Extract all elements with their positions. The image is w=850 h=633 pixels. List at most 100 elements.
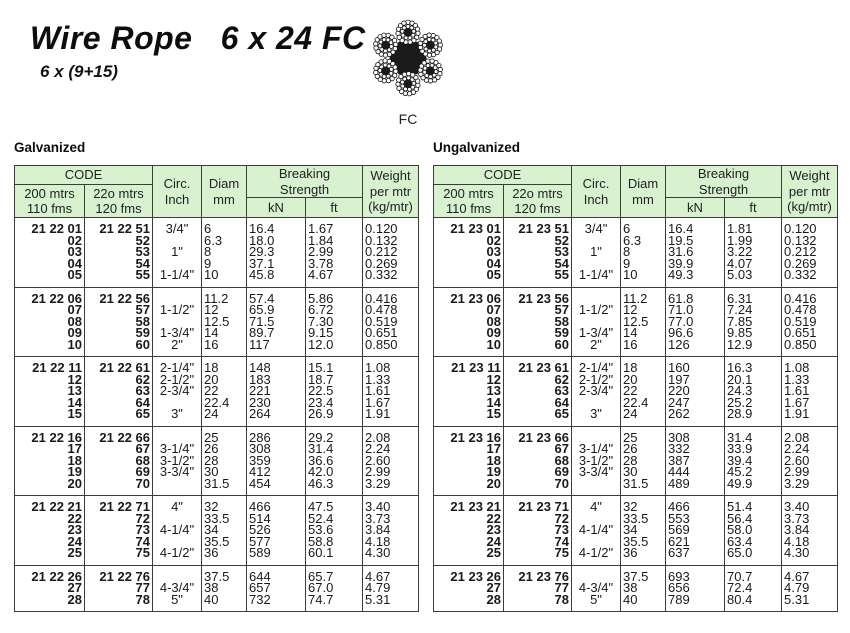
code-cell: 68 (84, 454, 153, 467)
weight-cell: 0.519 (362, 315, 419, 328)
diam-cell: 11.2 (201, 287, 247, 305)
table-row: 05 55 1-1/4" 10 45.8 4.67 0.332 (14, 269, 419, 288)
table-row: 10 60 2" 16 117 12.0 0.850 (14, 338, 419, 357)
breaking-kn-cell: 71.0 (665, 304, 725, 316)
breaking-ft-cell: 18.7 (305, 373, 363, 386)
breaking-ft-cell: 70.7 (724, 565, 782, 583)
circ-cell: 4-1/4" (152, 524, 202, 536)
circ-cell (571, 512, 621, 525)
breaking-ft-cell: 15.1 (305, 356, 363, 374)
weight-cell: 0.132 (781, 234, 838, 247)
table-row: 25 75 4-1/2" 36 589 60.1 4.30 (14, 547, 419, 566)
breaking-kn-cell: 39.9 (665, 257, 725, 270)
breaking-kn-cell: 45.8 (246, 269, 306, 288)
code-cell: 69 (84, 466, 153, 478)
breaking-kn-cell: 220 (665, 385, 725, 397)
breaking-ft-cell: 4.67 (305, 269, 363, 288)
code-cell: 23 (14, 524, 85, 536)
code-cell: 68 (503, 454, 572, 467)
code-cell: 04 (14, 257, 85, 270)
breaking-kn-cell: 466 (665, 495, 725, 513)
table-row: 05 55 1-1/4" 10 49.3 5.03 0.332 (433, 269, 838, 288)
circ-cell: 2" (571, 338, 621, 357)
table-row: 28 78 5" 40 732 74.7 5.31 (14, 593, 419, 612)
code-cell: 70 (503, 477, 572, 496)
code-cell: 73 (503, 524, 572, 536)
diam-cell: 22.4 (201, 396, 247, 409)
breaking-kn-cell: 197 (665, 373, 725, 386)
circ-cell (571, 535, 621, 548)
weight-cell: 4.30 (781, 547, 838, 566)
diam-cell: 12.5 (201, 315, 247, 328)
code-cell: 24 (433, 535, 504, 548)
table-row: 22 72 33.5 514 52.4 3.73 (14, 512, 419, 525)
breaking-kn-cell: 569 (665, 524, 725, 536)
circ-cell: 2" (152, 338, 202, 357)
code-cell: 02 (14, 234, 85, 247)
size-group: 21 22 11 21 22 61 2-1/4" 18 148 15.1 1.08 12 62 2… (14, 356, 419, 427)
weight-cell: 4.18 (362, 535, 419, 548)
weight-cell: 0.212 (362, 246, 419, 258)
code-cell: 75 (84, 547, 153, 566)
table-row: 17 67 3-1/4" 26 308 31.4 2.24 (14, 443, 419, 455)
code-cell: 25 (433, 547, 504, 566)
code-cell: 13 (433, 385, 504, 397)
code-cell: 21 23 61 (503, 356, 572, 374)
weight-cell: 2.08 (362, 426, 419, 444)
circ-cell: 5" (152, 593, 202, 612)
code-cell: 55 (503, 269, 572, 288)
breaking-kn-cell: 359 (246, 454, 306, 467)
table-row: 21 23 16 21 23 66 25 308 31.4 2.08 (433, 426, 838, 444)
table-row: 07 57 1-1/2" 12 71.0 7.24 0.478 (433, 304, 838, 316)
breaking-kn-cell: 49.3 (665, 269, 725, 288)
diam-cell: 34 (201, 524, 247, 536)
weight-cell: 1.91 (362, 408, 419, 427)
circ-cell (571, 396, 621, 409)
breaking-ft-cell: 1.99 (724, 234, 782, 247)
code-cell: 77 (503, 582, 572, 594)
code-cell: 24 (14, 535, 85, 548)
circ-cell: 3/4" (152, 217, 202, 235)
breaking-ft-cell: 65.7 (305, 565, 363, 583)
size-group: 21 23 26 21 23 76 37.5 693 70.7 4.67 27 77 4-3/4… (433, 565, 838, 612)
table-row: 21 22 21 21 22 71 4" 32 466 47.5 3.40 (14, 495, 419, 513)
diam-cell: 40 (201, 593, 247, 612)
code-cell: 74 (84, 535, 153, 548)
breaking-ft-cell: 12.0 (305, 338, 363, 357)
circ-cell: 3" (152, 408, 202, 427)
diam-cell: 22 (201, 385, 247, 397)
breaking-kn-cell: 553 (665, 512, 725, 525)
circ-cell (152, 396, 202, 409)
weight-cell: 2.24 (362, 443, 419, 455)
diam-cell: 30 (620, 466, 666, 478)
diam-cell: 6 (201, 217, 247, 235)
table-row: 10 60 2" 16 126 12.9 0.850 (433, 338, 838, 357)
circ-cell (152, 565, 202, 583)
col-header-circ-inch: Circ. Inch (152, 164, 202, 219)
breaking-kn-cell: 637 (665, 547, 725, 566)
breaking-ft-cell: 5.03 (724, 269, 782, 288)
diam-cell: 6.3 (620, 234, 666, 247)
breaking-kn-cell: 387 (665, 454, 725, 467)
code-cell: 21 23 01 (433, 217, 504, 235)
ungalvanized-table: CODE Circ. Inch Diam mm Breaking Strength We… (433, 164, 838, 613)
code-cell: 65 (84, 408, 153, 427)
breaking-ft-cell: 29.2 (305, 426, 363, 444)
weight-cell: 1.08 (781, 356, 838, 374)
table-row: 20 70 31.5 489 49.9 3.29 (433, 477, 838, 496)
col-header-kn: kN (246, 197, 306, 219)
diam-cell: 18 (620, 356, 666, 374)
table-row: 27 77 4-3/4" 38 657 67.0 4.79 (14, 582, 419, 594)
code-cell: 64 (503, 396, 572, 409)
breaking-ft-cell: 7.24 (724, 304, 782, 316)
code-cell: 72 (84, 512, 153, 525)
weight-cell: 3.73 (362, 512, 419, 525)
breaking-kn-cell: 621 (665, 535, 725, 548)
code-cell: 21 22 06 (14, 287, 85, 305)
table-row: 21 23 11 21 23 61 2-1/4" 18 160 16.3 1.08 (433, 356, 838, 374)
breaking-kn-cell: 656 (665, 582, 725, 594)
code-cell: 14 (433, 396, 504, 409)
code-cell: 21 23 66 (503, 426, 572, 444)
code-cell: 15 (433, 408, 504, 427)
code-cell: 21 23 51 (503, 217, 572, 235)
